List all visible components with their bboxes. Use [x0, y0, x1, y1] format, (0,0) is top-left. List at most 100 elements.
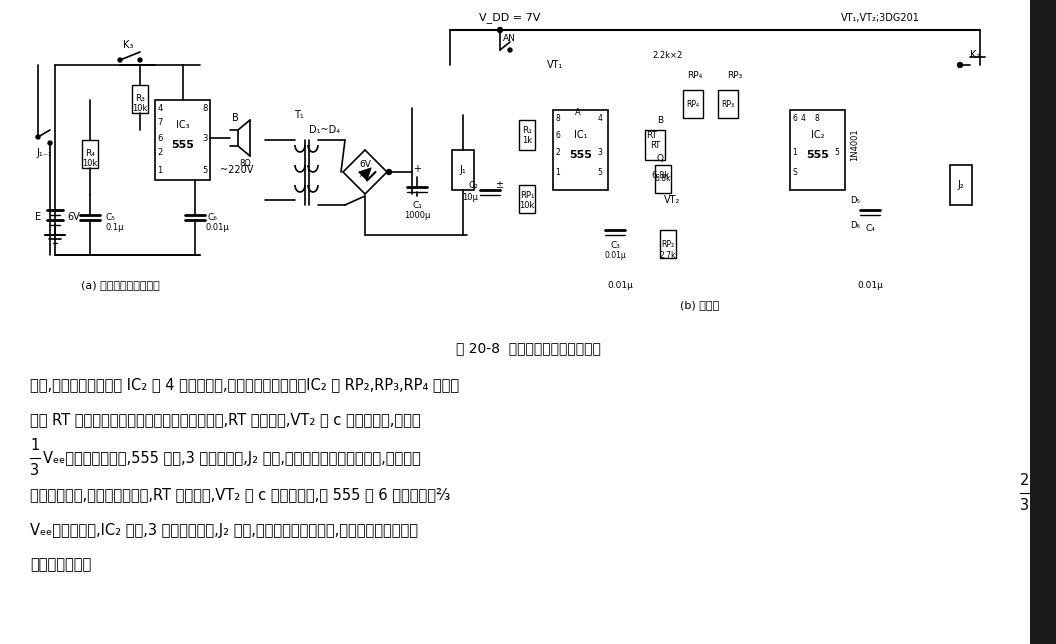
- Text: 6: 6: [157, 133, 163, 142]
- Text: 0.01μ: 0.01μ: [607, 281, 633, 290]
- Text: 3: 3: [598, 147, 602, 156]
- Text: D₆: D₆: [850, 220, 860, 229]
- Bar: [718, 90, 738, 118]
- Text: 555: 555: [806, 150, 829, 160]
- Bar: [645, 130, 665, 160]
- Text: 1: 1: [30, 438, 39, 453]
- Text: 2: 2: [1020, 473, 1030, 488]
- Text: C₄: C₄: [865, 223, 875, 232]
- Text: 1N4001: 1N4001: [850, 129, 859, 161]
- Text: ~220V: ~220V: [220, 165, 253, 175]
- Text: C₅: C₅: [105, 213, 115, 222]
- Text: 电阻 RT 组成温度控制触发电路。当温度升高时,RT 阻值下降,VT₂ 的 c 极电位下降,当降至: 电阻 RT 组成温度控制触发电路。当温度升高时,RT 阻值下降,VT₂ 的 c …: [30, 413, 420, 428]
- Text: B: B: [657, 115, 663, 124]
- Text: T₁: T₁: [295, 110, 304, 120]
- Text: 10μ: 10μ: [463, 193, 478, 202]
- Bar: [155, 100, 210, 180]
- Text: (b) 控制器: (b) 控制器: [680, 300, 719, 310]
- Text: 4: 4: [598, 113, 602, 122]
- Text: Vₑₑ触发电平以下时,555 置位,3 脚呈高电平,J₂ 吸合,将浇水机电磁阀电压接通,对豆芽浇: Vₑₑ触发电平以下时,555 置位,3 脚呈高电平,J₂ 吸合,将浇水机电磁阀电…: [43, 451, 420, 466]
- Text: 4: 4: [800, 113, 806, 122]
- Circle shape: [36, 135, 40, 139]
- Text: IC₁: IC₁: [573, 130, 587, 140]
- Text: 6V: 6V: [67, 212, 80, 222]
- Text: 6.8k: 6.8k: [650, 171, 670, 180]
- Text: RT: RT: [649, 140, 660, 149]
- Text: J₁: J₁: [459, 165, 467, 175]
- Text: J₁₋₁: J₁₋₁: [36, 148, 52, 158]
- Text: J₂: J₂: [958, 180, 964, 190]
- Text: VT₂: VT₂: [664, 195, 680, 205]
- Text: V_DD = 7V: V_DD = 7V: [479, 12, 541, 23]
- Text: 2: 2: [555, 147, 561, 156]
- Text: RP₃: RP₃: [728, 70, 742, 79]
- Text: 0.01μ: 0.01μ: [205, 222, 229, 231]
- Bar: [950, 165, 972, 205]
- Text: 3: 3: [30, 463, 39, 478]
- Bar: [518, 120, 535, 150]
- Circle shape: [138, 58, 142, 62]
- Bar: [553, 110, 608, 190]
- Text: RP₂: RP₂: [661, 240, 675, 249]
- Circle shape: [386, 169, 392, 175]
- Circle shape: [48, 141, 52, 145]
- Text: Q: Q: [657, 153, 663, 162]
- Text: AN: AN: [503, 33, 516, 43]
- Text: 8: 8: [203, 104, 208, 113]
- Bar: [660, 230, 676, 258]
- Text: 8: 8: [814, 113, 819, 122]
- Text: 水降温。此后,随着温度的降低,RT 阻值增大,VT₂ 的 c 极电位上升,当 555 的 6 脚电位高于⅔: 水降温。此后,随着温度的降低,RT 阻值增大,VT₂ 的 c 极电位上升,当 5…: [30, 488, 450, 502]
- Text: 5: 5: [203, 166, 208, 175]
- Text: D₁~D₄: D₁~D₄: [309, 125, 341, 135]
- Text: 图 20-8  豆芽自动浇水控制器电路: 图 20-8 豆芽自动浇水控制器电路: [455, 341, 601, 355]
- Text: (a) 交流电停电报叫电路: (a) 交流电停电报叫电路: [80, 280, 159, 290]
- Text: 2.7k: 2.7k: [660, 251, 676, 260]
- Text: 3: 3: [1020, 498, 1030, 513]
- Text: IC₃: IC₃: [175, 120, 189, 130]
- Text: 2: 2: [157, 147, 163, 156]
- Text: K₃: K₃: [122, 40, 133, 50]
- Text: 555: 555: [171, 140, 194, 150]
- Text: 6.8k: 6.8k: [655, 173, 672, 182]
- Text: VT₁: VT₁: [547, 60, 563, 70]
- Bar: [683, 90, 703, 118]
- Circle shape: [958, 62, 962, 68]
- Text: 10k: 10k: [520, 200, 534, 209]
- Text: C₁: C₁: [412, 200, 422, 209]
- Text: 6: 6: [793, 113, 797, 122]
- Text: 0.1μ: 0.1μ: [105, 222, 124, 231]
- Text: 8Ω: 8Ω: [239, 158, 251, 167]
- Polygon shape: [359, 167, 372, 180]
- Text: RP₁: RP₁: [520, 191, 534, 200]
- Bar: [790, 110, 845, 190]
- Text: VT₁,VT₂;3DG201: VT₁,VT₂;3DG201: [841, 13, 920, 23]
- Text: B: B: [231, 113, 239, 123]
- Text: +: +: [413, 164, 421, 174]
- Text: 6: 6: [555, 131, 561, 140]
- Text: RT: RT: [646, 131, 658, 140]
- Circle shape: [497, 28, 503, 32]
- Text: R₃: R₃: [135, 93, 145, 102]
- Text: 2.2k×2: 2.2k×2: [653, 50, 683, 59]
- Text: E: E: [35, 212, 41, 222]
- Text: C₆: C₆: [207, 213, 216, 222]
- Text: 555: 555: [569, 150, 592, 160]
- Text: 1: 1: [157, 166, 163, 175]
- Text: 1: 1: [555, 167, 561, 176]
- Text: 8: 8: [555, 113, 561, 122]
- Bar: [518, 185, 535, 213]
- Text: 5: 5: [834, 147, 840, 156]
- Text: 电平,定时时间到。此后 IC₂ 的 4 脚呈高电平,处于等待触发状态。IC₂ 和 RP₂,RP₃,RP₄ 及热敏: 电平,定时时间到。此后 IC₂ 的 4 脚呈高电平,处于等待触发状态。IC₂ 和…: [30, 377, 459, 392]
- Text: 10k: 10k: [82, 158, 98, 167]
- Text: 1: 1: [793, 147, 797, 156]
- Text: A: A: [576, 108, 581, 117]
- Text: 4: 4: [157, 104, 163, 113]
- Text: RP₄: RP₄: [687, 70, 702, 79]
- Bar: [655, 165, 671, 193]
- Text: 0.01μ: 0.01μ: [604, 251, 626, 260]
- Text: C₂: C₂: [468, 180, 478, 189]
- Bar: [452, 150, 474, 190]
- Bar: [82, 140, 98, 168]
- Text: S: S: [793, 167, 797, 176]
- Text: 6V: 6V: [359, 160, 371, 169]
